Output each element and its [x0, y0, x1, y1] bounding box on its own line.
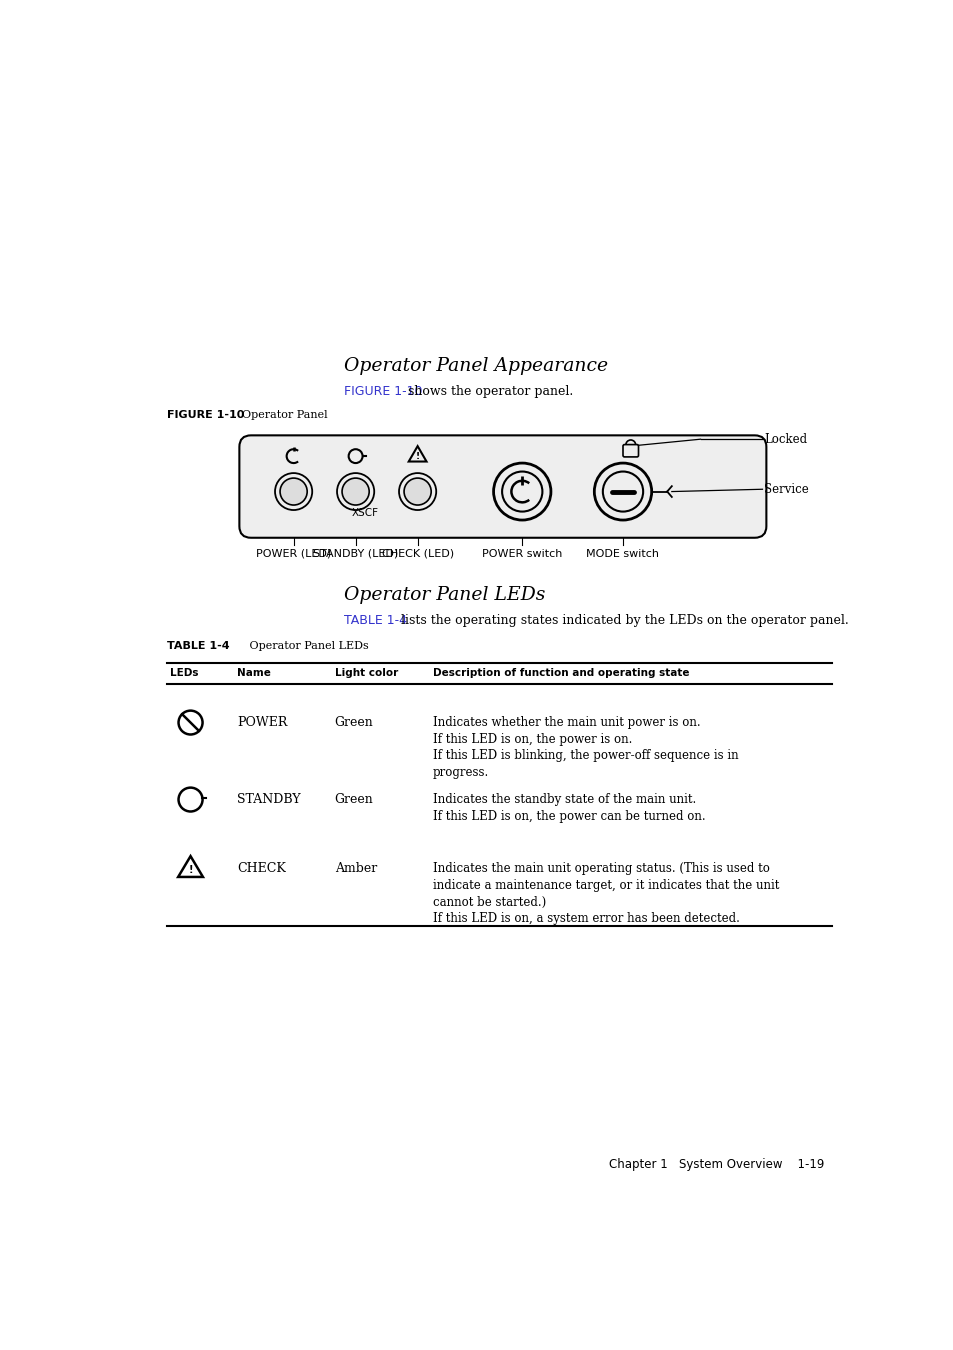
Text: CHECK: CHECK: [236, 863, 286, 875]
Text: TABLE 1-4: TABLE 1-4: [344, 614, 407, 626]
Text: Operator Panel LEDs: Operator Panel LEDs: [239, 640, 369, 651]
Text: Amber: Amber: [335, 863, 376, 875]
Text: lists the operating states indicated by the LEDs on the operator panel.: lists the operating states indicated by …: [396, 614, 847, 626]
Text: !: !: [416, 452, 419, 462]
Text: Operator Panel Appearance: Operator Panel Appearance: [344, 356, 607, 375]
Text: POWER: POWER: [236, 716, 287, 729]
Text: STANDBY (LED): STANDBY (LED): [313, 548, 397, 559]
Text: Name: Name: [236, 668, 271, 678]
Text: If this LED is blinking, the power-off sequence is in: If this LED is blinking, the power-off s…: [433, 749, 738, 763]
Text: Operator Panel LEDs: Operator Panel LEDs: [344, 586, 545, 603]
Text: If this LED is on, a system error has been detected.: If this LED is on, a system error has be…: [433, 913, 740, 925]
Text: indicate a maintenance target, or it indicates that the unit: indicate a maintenance target, or it ind…: [433, 879, 779, 892]
Text: If this LED is on, the power is on.: If this LED is on, the power is on.: [433, 733, 632, 745]
Text: Light color: Light color: [335, 668, 397, 678]
Text: FIGURE 1-10: FIGURE 1-10: [167, 409, 244, 420]
Text: Indicates the standby state of the main unit.: Indicates the standby state of the main …: [433, 792, 696, 806]
FancyBboxPatch shape: [239, 435, 765, 537]
Text: Indicates whether the main unit power is on.: Indicates whether the main unit power is…: [433, 716, 700, 729]
Text: LEDs: LEDs: [170, 668, 198, 678]
Circle shape: [280, 478, 307, 505]
Text: POWER (LED): POWER (LED): [255, 548, 331, 559]
Text: If this LED is on, the power can be turned on.: If this LED is on, the power can be turn…: [433, 810, 705, 822]
Text: Green: Green: [335, 716, 373, 729]
Text: !: !: [188, 864, 193, 875]
Text: MODE switch: MODE switch: [586, 548, 659, 559]
Text: FIGURE 1-10: FIGURE 1-10: [344, 385, 422, 398]
Text: CHECK (LED): CHECK (LED): [381, 548, 454, 559]
Text: Chapter 1   System Overview    1-19: Chapter 1 System Overview 1-19: [608, 1158, 823, 1170]
Text: TABLE 1-4: TABLE 1-4: [167, 640, 230, 651]
Text: STANDBY: STANDBY: [236, 792, 300, 806]
Text: progress.: progress.: [433, 765, 489, 779]
Text: shows the operator panel.: shows the operator panel.: [404, 385, 573, 398]
Text: Service: Service: [763, 483, 808, 495]
Text: cannot be started.): cannot be started.): [433, 895, 546, 909]
Text: Indicates the main unit operating status. (This is used to: Indicates the main unit operating status…: [433, 863, 769, 875]
Circle shape: [404, 478, 431, 505]
Text: Locked: Locked: [763, 433, 806, 446]
Circle shape: [342, 478, 369, 505]
FancyBboxPatch shape: [622, 444, 638, 456]
Text: XSCF: XSCF: [351, 508, 378, 518]
Text: Operator Panel: Operator Panel: [241, 409, 327, 420]
Text: Description of function and operating state: Description of function and operating st…: [433, 668, 689, 678]
Text: Green: Green: [335, 792, 373, 806]
Text: POWER switch: POWER switch: [481, 548, 562, 559]
